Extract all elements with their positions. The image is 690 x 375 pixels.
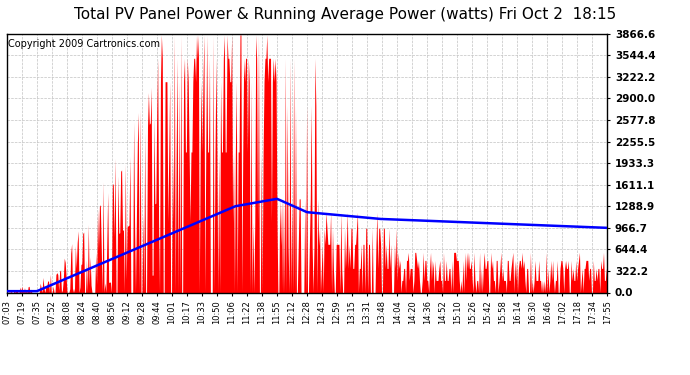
Text: Total PV Panel Power & Running Average Power (watts) Fri Oct 2  18:15: Total PV Panel Power & Running Average P…: [74, 8, 616, 22]
Text: Copyright 2009 Cartronics.com: Copyright 2009 Cartronics.com: [8, 39, 160, 49]
